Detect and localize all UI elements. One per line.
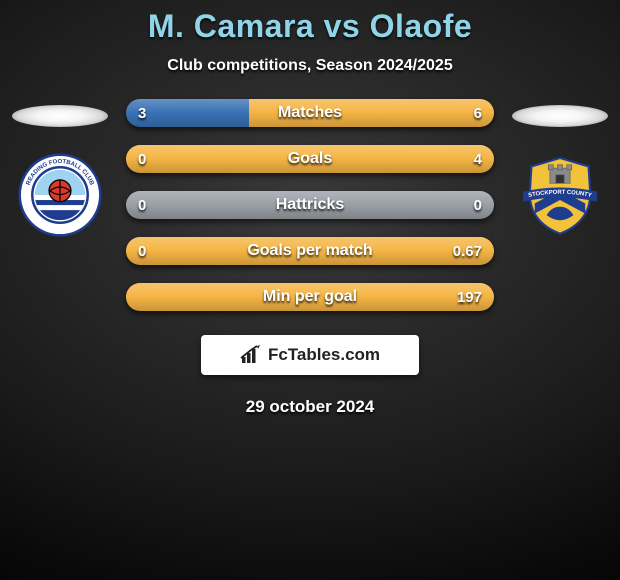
stat-label: Min per goal [126,283,494,311]
stat-label: Matches [126,99,494,127]
bar-chart-icon [240,345,262,365]
stat-row: 00.67Goals per match [126,237,494,265]
page-title: M. Camara vs Olaofe [0,8,620,45]
player-right-column: STOCKPORT COUNTY [506,99,614,237]
player-left-silhouette-shadow [12,105,108,127]
player-left-column: READING FOOTBALL CLUB EST. 1871 [6,99,114,237]
stat-row: 00Hattricks [126,191,494,219]
stat-label: Goals per match [126,237,494,265]
stat-bars: 36Matches 04Goals 00Hattricks 00.67Goals pe… [114,99,506,329]
stat-label: Goals [126,145,494,173]
footer-date: 29 october 2024 [0,397,620,417]
stockport-county-crest: STOCKPORT COUNTY [518,153,602,237]
watermark-badge: FcTables.com [201,335,419,375]
page-subtitle: Club competitions, Season 2024/2025 [0,57,620,75]
stat-row: 04Goals [126,145,494,173]
main-row: READING FOOTBALL CLUB EST. 1871 [0,99,620,329]
comparison-card: M. Camara vs Olaofe Club competitions, S… [0,0,620,417]
stat-label: Hattricks [126,191,494,219]
stat-row: 197Min per goal [126,283,494,311]
player-right-silhouette-shadow [512,105,608,127]
reading-fc-crest: READING FOOTBALL CLUB EST. 1871 [18,153,102,237]
stat-row: 36Matches [126,99,494,127]
watermark-text: FcTables.com [268,345,380,365]
